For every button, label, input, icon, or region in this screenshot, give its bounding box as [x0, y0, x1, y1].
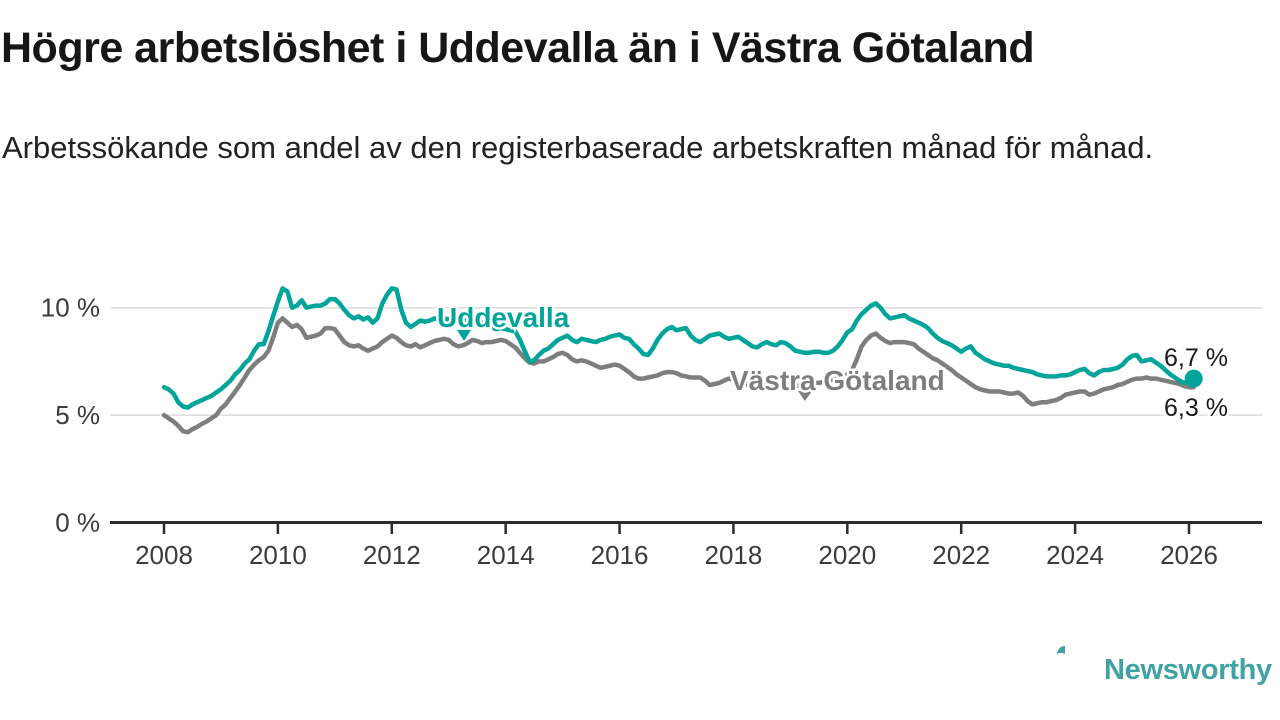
y-tick-label: 5 %	[55, 400, 100, 430]
x-tick-label: 2024	[1046, 540, 1104, 570]
newsworthy-logo[interactable]: Newsworthy	[1057, 646, 1272, 694]
vastra-gotaland-label-pointer-icon	[798, 391, 812, 401]
uddevalla-end-value-label: 6,7 %	[1164, 344, 1228, 372]
x-tick-label: 2026	[1160, 540, 1218, 570]
vastra-gotaland-end-value-label: 6,3 %	[1164, 394, 1228, 422]
x-tick-label: 2018	[705, 540, 763, 570]
x-tick-label: 2012	[363, 540, 421, 570]
chart-title: Högre arbetslöshet i Uddevalla än i Väst…	[1, 24, 1035, 72]
y-tick-label: 0 %	[55, 508, 100, 538]
uddevalla-series-label: Uddevalla	[437, 302, 570, 333]
x-tick-label: 2010	[249, 540, 307, 570]
vastra-gotaland-line	[161, 316, 1196, 435]
x-tick-label: 2020	[818, 540, 876, 570]
newsworthy-logo-text: Newsworthy	[1104, 653, 1272, 686]
gridlines	[110, 306, 1262, 416]
uddevalla-end-dot	[1184, 369, 1203, 388]
x-tick-label: 2016	[591, 540, 649, 570]
uddevalla-label-pointer-icon	[457, 330, 471, 341]
x-tick-label: 2008	[135, 540, 193, 570]
y-tick-label: 10 %	[41, 293, 100, 323]
x-tick-label: 2014	[477, 540, 535, 570]
x-axis-ticks	[162, 522, 1191, 534]
x-axis-labels: 2008 2010 2012 2014 2016 2018 2020 2022 2024 2026	[135, 540, 1218, 570]
chart-subtitle: Arbetssökande som andel av den registerb…	[2, 130, 1154, 165]
vastra-gotaland-series-label: Västra Götaland	[730, 365, 945, 396]
y-axis-labels: 0 % 5 % 10 %	[41, 293, 100, 538]
newsworthy-logo-icon	[1057, 646, 1093, 692]
uddevalla-line	[161, 286, 1196, 410]
x-tick-label: 2022	[932, 540, 990, 570]
